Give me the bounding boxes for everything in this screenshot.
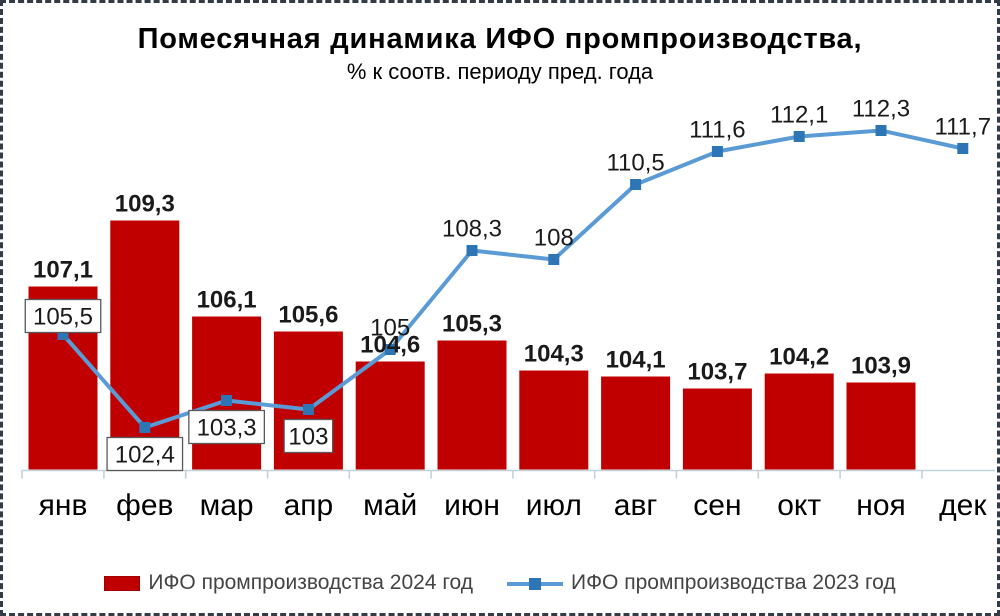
line-label-апр: 103	[288, 424, 328, 451]
line-label-ноя: 112,3	[852, 96, 910, 123]
line-label-янв: 105,5	[33, 304, 93, 331]
bar-label-июн: 105,3	[442, 311, 502, 338]
line-point-авг	[630, 179, 642, 190]
bar-label-авг: 104,1	[606, 347, 666, 374]
chart-subtitle: % к соотв. периоду пред. года	[346, 59, 654, 84]
line-label-июн: 108,3	[442, 216, 502, 243]
legend: ИФО промпроизводства 2024 год ИФО промпр…	[3, 571, 997, 595]
bar-label-ноя: 103,9	[851, 353, 911, 380]
line-point-ноя	[875, 125, 887, 136]
line-label-июл: 108	[534, 225, 574, 252]
line-point-окт	[793, 131, 805, 142]
line-2023	[61, 128, 964, 430]
bar-label-май: 104,6	[360, 332, 420, 359]
chart-title: Помесячная динамика ИФО промпроизводства…	[137, 23, 863, 55]
x-label-окт: окт	[777, 489, 821, 522]
x-label-мар: мар	[200, 489, 254, 522]
line-point-мар	[221, 395, 233, 406]
bar-июн	[437, 340, 507, 470]
line-point-май	[384, 344, 396, 355]
line-label-дек: 111,7	[935, 114, 992, 141]
x-label-май: май	[363, 489, 417, 522]
x-label-дек: дек	[939, 489, 987, 522]
line-point-дек	[957, 143, 969, 154]
line-label-мар: 103,3	[197, 415, 257, 442]
bar-мар	[192, 316, 262, 470]
line-label-фев: 102,4	[115, 442, 175, 469]
x-label-авг: авг	[614, 489, 658, 522]
line-label-окт: 112,1	[770, 102, 828, 129]
line-label-авг: 110,5	[606, 150, 664, 177]
x-label-сен: сен	[693, 489, 741, 522]
line-point-фев	[139, 422, 151, 433]
bar-май	[355, 361, 425, 470]
bar-авг	[601, 376, 671, 470]
legend-item-2023: ИФО промпроизводства 2023 год	[507, 571, 896, 595]
line-point-янв	[57, 329, 69, 340]
x-label-июн: июн	[444, 489, 500, 522]
bar-окт	[764, 373, 834, 470]
bar-label-июл: 104,3	[524, 341, 584, 368]
line-point-апр	[302, 404, 314, 415]
line-point-июл	[548, 254, 560, 265]
legend-label-2023: ИФО промпроизводства 2023 год	[571, 571, 896, 594]
bar-label-сен: 103,7	[687, 359, 747, 386]
legend-item-2024: ИФО промпроизводства 2024 год	[104, 571, 473, 595]
line-label-сен: 111,6	[689, 117, 746, 144]
legend-label-2024: ИФО промпроизводства 2024 год	[148, 571, 473, 594]
bar-series-swatch-icon	[104, 575, 141, 591]
bar-label-фев: 109,3	[115, 191, 175, 218]
bar-июл	[519, 370, 589, 470]
line-label-box-апр	[283, 418, 334, 454]
line-series-swatch-icon	[507, 577, 563, 590]
bar-ноя	[846, 382, 916, 470]
x-label-ноя: ноя	[856, 489, 906, 522]
bar-label-апр: 105,6	[278, 302, 338, 329]
bar-label-янв: 107,1	[33, 257, 93, 284]
line-point-июн	[466, 245, 478, 256]
line-point-сен	[711, 146, 723, 157]
line-label-май: 105	[370, 315, 410, 342]
plot-area: 107,1 109,3 106,1 105,6 104,6 105,3 104,3 104,1…	[21, 96, 995, 522]
bar-label-окт: 104,2	[769, 344, 829, 371]
x-label-янв: янв	[39, 489, 88, 522]
x-label-фев: фев	[116, 489, 173, 522]
x-label-апр: апр	[284, 489, 334, 522]
bar-сен	[682, 388, 752, 470]
bar-label-мар: 106,1	[197, 287, 257, 314]
x-label-июл: июл	[526, 489, 582, 522]
line-label-box-янв	[24, 298, 102, 334]
line-label-box-мар	[188, 409, 266, 445]
line-label-box-фев	[106, 436, 184, 472]
line-swatch-marker-icon	[529, 577, 541, 590]
